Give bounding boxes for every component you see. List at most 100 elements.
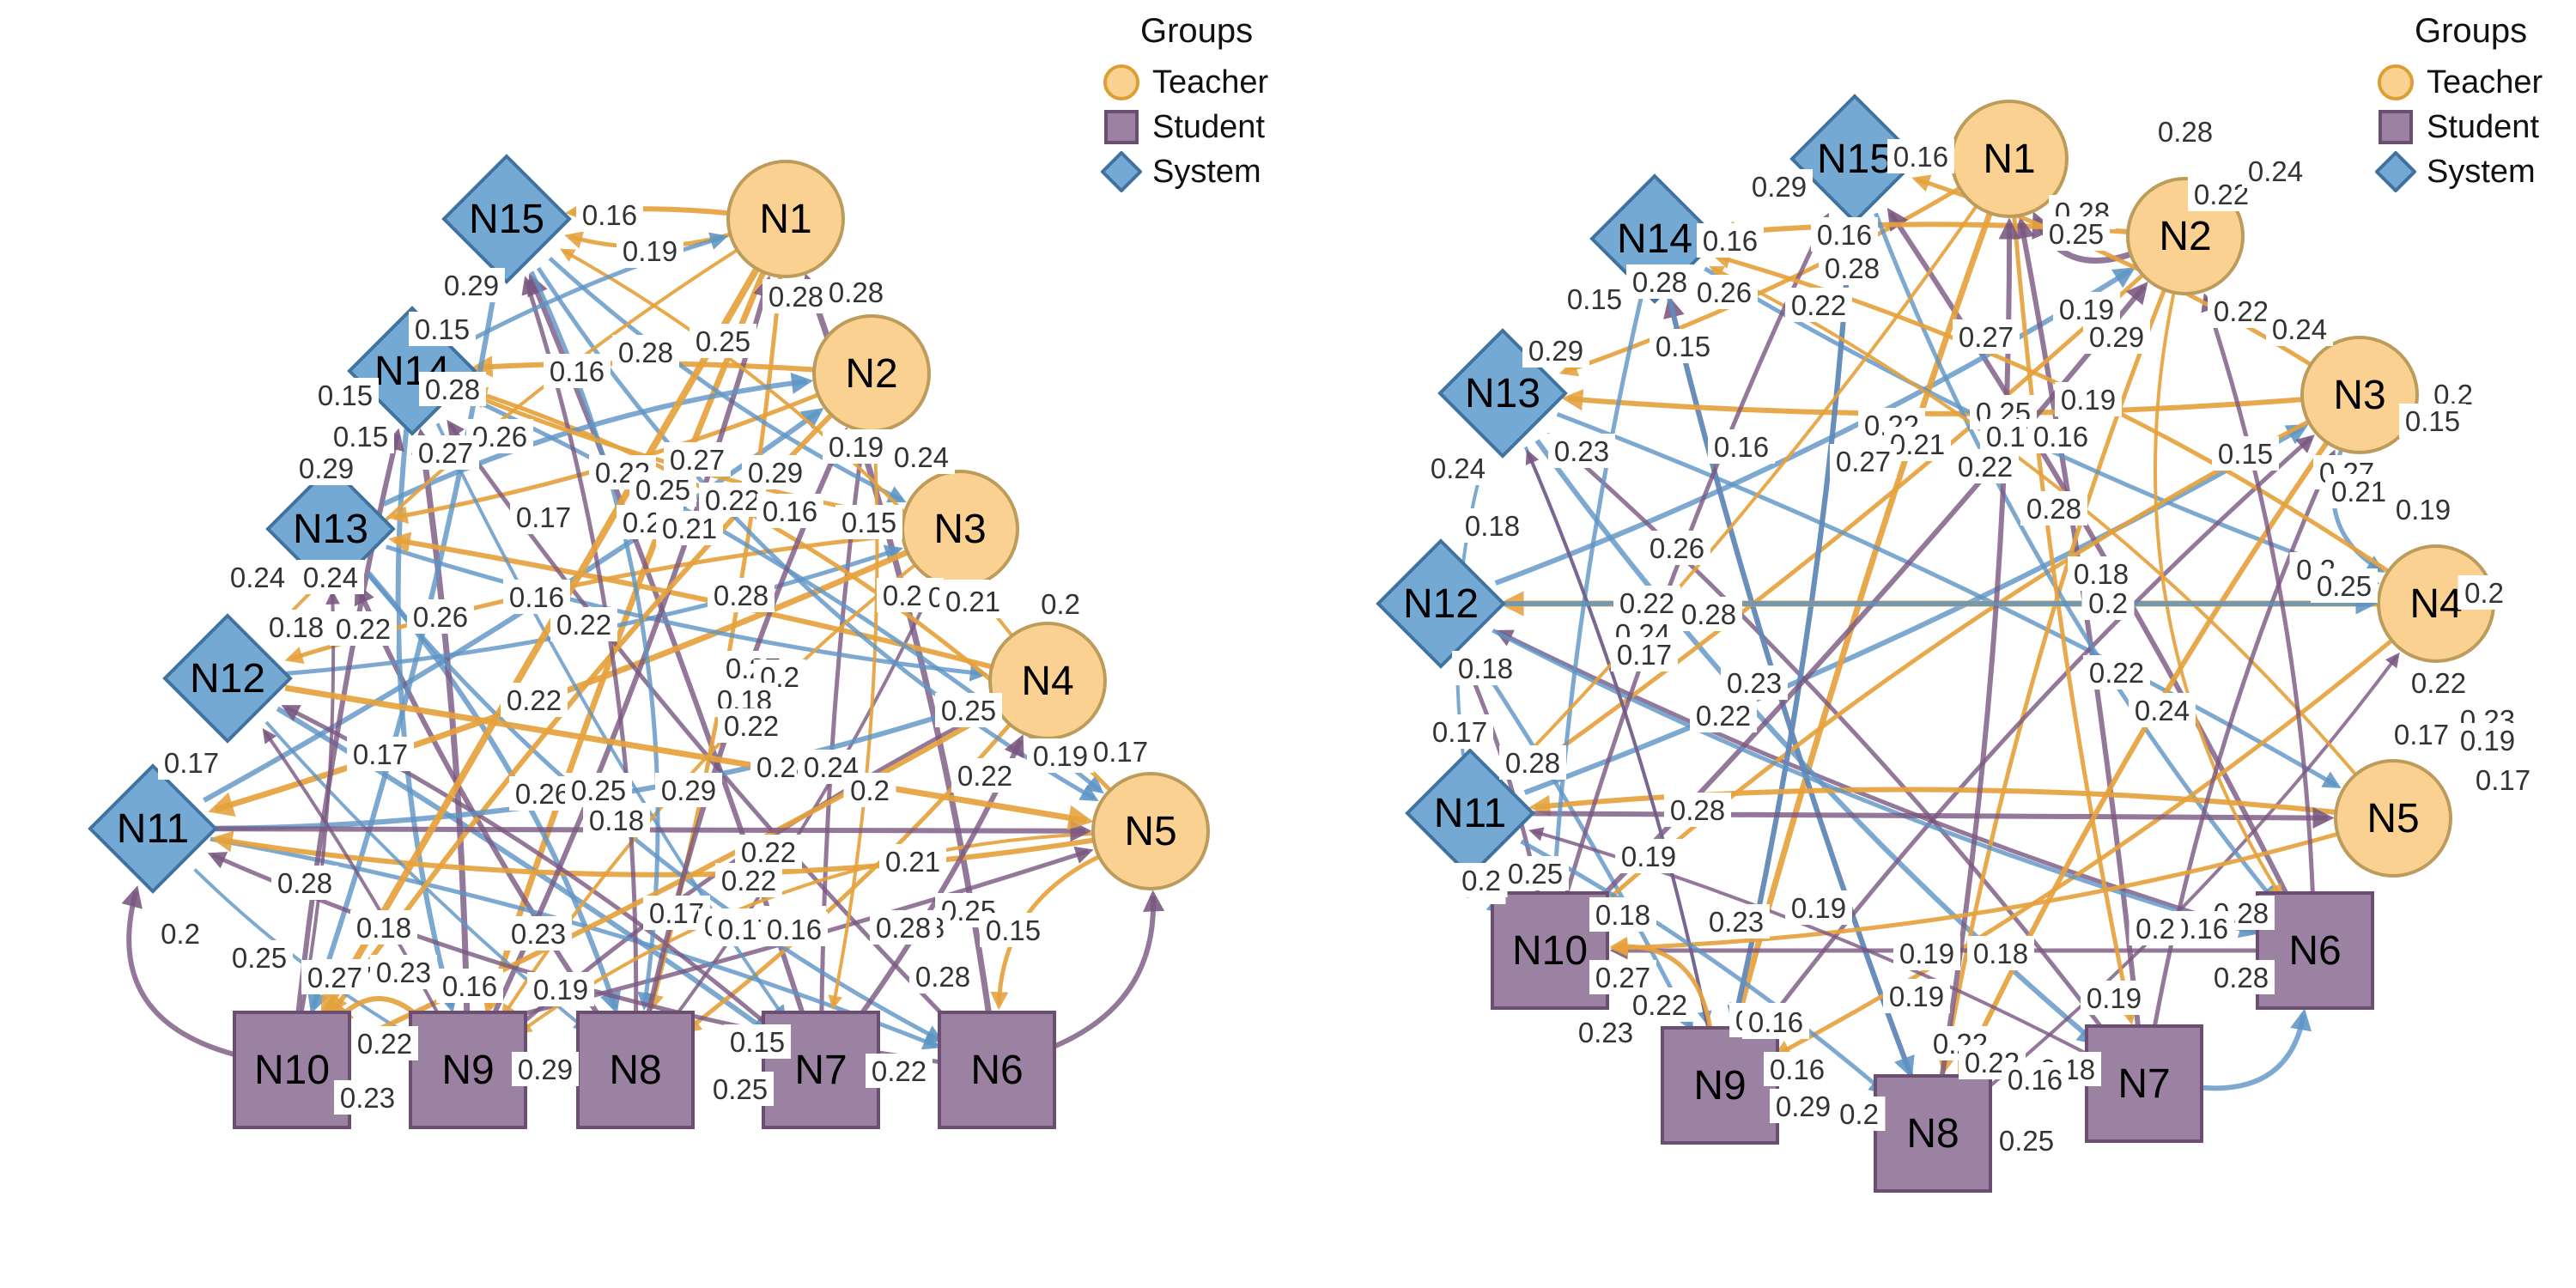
edge-N6-N12 xyxy=(1494,629,2260,936)
edge-weight-label: 0.2 xyxy=(843,773,896,807)
edge-weight-label: 0.25 xyxy=(1993,1123,2060,1157)
edge-N3-N13 xyxy=(1561,389,2302,416)
svg-text:0.28: 0.28 xyxy=(1670,794,1725,826)
edge-weight-label: 0.22 xyxy=(351,1026,418,1060)
svg-text:0.16: 0.16 xyxy=(1770,1054,1825,1085)
svg-text:0.16: 0.16 xyxy=(582,199,637,231)
edge-N5-N10 xyxy=(1609,832,2338,957)
legend-right: Groups Teacher Student System xyxy=(2375,12,2543,193)
edge-weight-label: 0.18 xyxy=(2068,556,2135,591)
edge-weight-label: 0.28 xyxy=(2152,114,2219,149)
edge-weight-label: 0.18 xyxy=(1967,936,2034,970)
svg-text:0.2: 0.2 xyxy=(850,775,890,806)
svg-text:0.16: 0.16 xyxy=(1703,225,1758,257)
legend-title: Groups xyxy=(1140,12,1254,50)
edge-weight-label: 0.19 xyxy=(527,972,594,1006)
svg-text:0.25: 0.25 xyxy=(713,1073,768,1105)
edge-weight-label: 0.17 xyxy=(510,500,577,534)
svg-text:0.22: 0.22 xyxy=(872,1055,927,1087)
svg-text:0.16: 0.16 xyxy=(1893,141,1948,173)
svg-text:0.17: 0.17 xyxy=(1617,639,1672,671)
svg-text:0.28: 0.28 xyxy=(1681,598,1736,630)
edge-weight-label: 0.28 xyxy=(1664,793,1731,827)
svg-text:0.24: 0.24 xyxy=(303,562,358,593)
edge-weight-label: 0.28 xyxy=(823,275,890,309)
edge-weight-label: 0.19 xyxy=(2390,492,2457,526)
edge-N1-N10 xyxy=(320,267,760,1022)
edge-weight-label: 0.29 xyxy=(1746,169,1813,204)
edge-weight-label: 0.15 xyxy=(409,312,476,346)
edge-N15-N3 xyxy=(548,256,907,503)
node-right-N8 xyxy=(1874,1074,1992,1193)
svg-text:0.15: 0.15 xyxy=(986,914,1041,946)
edge-weight-label: 0.2 xyxy=(2081,586,2135,620)
edge-weight-label: 0.15 xyxy=(2399,404,2466,438)
edge-weight-label: 0.28 xyxy=(1626,264,1693,299)
edge-weight-label: 0.25 xyxy=(690,324,756,358)
svg-text:0.2: 0.2 xyxy=(2088,587,2128,619)
svg-text:0.15: 0.15 xyxy=(318,380,373,411)
edge-weight-label: 0.24 xyxy=(2129,693,2196,727)
edge-weight-label: 0.16 xyxy=(2002,1062,2069,1097)
svg-text:0.22: 0.22 xyxy=(1958,451,2013,483)
teacher-circle-icon xyxy=(1103,64,1139,100)
svg-text:0.17: 0.17 xyxy=(1432,716,1487,748)
edge-weight-label: 0.22 xyxy=(866,1054,933,1088)
svg-text:0.28: 0.28 xyxy=(618,337,673,368)
legend-item-label: Teacher xyxy=(2427,64,2543,100)
edge-weight-label: 0.18 xyxy=(1589,897,1656,932)
edge-N7-N6 xyxy=(2202,1008,2312,1091)
edge-N2-N11 xyxy=(1518,273,2144,779)
svg-text:0.19: 0.19 xyxy=(2061,384,2116,416)
node-left-N5 xyxy=(1091,772,1210,890)
edge-weight-label: 0.27 xyxy=(301,960,368,994)
svg-text:0.19: 0.19 xyxy=(2059,294,2114,325)
svg-text:0.17: 0.17 xyxy=(2476,764,2530,796)
svg-text:0.19: 0.19 xyxy=(1033,740,1088,772)
svg-text:0.23: 0.23 xyxy=(376,957,431,988)
edge-weight-label: 0.21 xyxy=(879,844,946,878)
svg-text:0.28: 0.28 xyxy=(2214,962,2269,993)
legend-left: Groups Teacher Student System xyxy=(1101,12,1268,193)
edge-weight-label: 0.22 xyxy=(951,758,1018,793)
svg-text:0.16: 0.16 xyxy=(1714,431,1769,463)
svg-text:0.16: 0.16 xyxy=(550,355,605,387)
edge-weight-label: 0.25 xyxy=(707,1072,774,1106)
edge-weight-label: 0.15 xyxy=(312,378,379,412)
edge-weight-label: 0.19 xyxy=(1893,936,1960,970)
edge-weight-label: 0.17 xyxy=(2388,717,2455,751)
edge-weight-label: 0.22 xyxy=(2405,665,2472,700)
edge-weight-label: 0.2 xyxy=(1034,586,1087,621)
node-label: N15 xyxy=(469,197,544,242)
edge-weight-label: 0.17 xyxy=(1087,734,1154,769)
edge-weight-label: 0.16 xyxy=(1697,223,1764,258)
edge-N10-N13 xyxy=(300,589,340,1013)
node-label: N4 xyxy=(1021,659,1073,704)
node-label: N6 xyxy=(970,1048,1023,1093)
edge-weight-label: 0.29 xyxy=(293,451,360,485)
svg-text:0.2: 0.2 xyxy=(161,918,200,950)
edge-weight-label: 0.27 xyxy=(412,435,479,470)
edge-weight-label: 0.15 xyxy=(724,1024,791,1059)
edge-N7-N13 xyxy=(1547,433,2111,1039)
edge-weight-label: 0.25 xyxy=(565,773,632,807)
edge-weight-label: 0.2 xyxy=(2458,575,2511,610)
edge-weight-label: 0.17 xyxy=(347,737,414,771)
edge-weight-label: 0.29 xyxy=(1522,333,1589,368)
edge-weight-label: 0.16 xyxy=(436,969,503,1003)
edge-weight-label: 0.19 xyxy=(2055,382,2122,416)
svg-text:0.28: 0.28 xyxy=(769,281,823,313)
edge-weight-label: 0.2 xyxy=(1832,1097,1886,1131)
edge-N12-N9 xyxy=(1471,651,1693,1032)
node-right-N7 xyxy=(2085,1024,2203,1143)
svg-text:0.29: 0.29 xyxy=(444,270,499,301)
svg-text:0.24: 0.24 xyxy=(2248,155,2303,187)
svg-text:0.28: 0.28 xyxy=(1505,747,1560,779)
edge-N8-N4 xyxy=(1977,652,2400,1098)
svg-text:0.16: 0.16 xyxy=(2008,1064,2063,1096)
legend-item-label: Teacher xyxy=(1152,64,1269,100)
svg-text:0.17: 0.17 xyxy=(1093,736,1148,768)
edge-N12-N5 xyxy=(284,684,1094,830)
svg-text:0.18: 0.18 xyxy=(269,611,324,643)
